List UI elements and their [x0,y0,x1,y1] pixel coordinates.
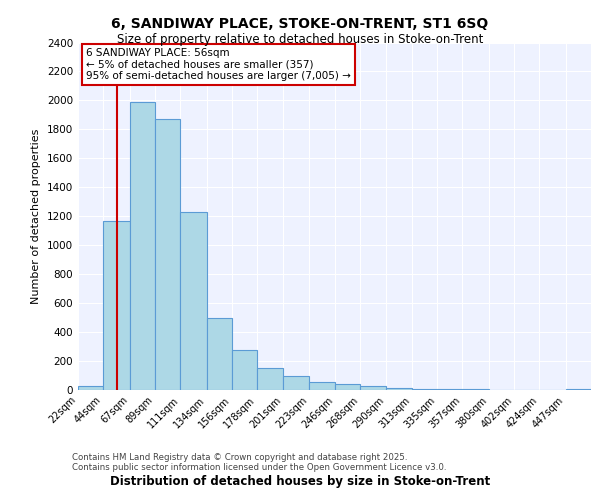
Bar [283,376,308,390]
Bar [232,350,257,390]
Bar [361,386,386,390]
Bar [308,382,335,390]
Text: Contains public sector information licensed under the Open Government Licence v3: Contains public sector information licen… [72,464,446,472]
Text: 6 SANDIWAY PLACE: 56sqm
← 5% of detached houses are smaller (357)
95% of semi-de: 6 SANDIWAY PLACE: 56sqm ← 5% of detached… [86,48,350,81]
Text: 6, SANDIWAY PLACE, STOKE-ON-TRENT, ST1 6SQ: 6, SANDIWAY PLACE, STOKE-ON-TRENT, ST1 6… [112,18,488,32]
Bar [130,102,155,390]
Bar [335,384,361,390]
Text: Contains HM Land Registry data © Crown copyright and database right 2025.: Contains HM Land Registry data © Crown c… [72,454,407,462]
Text: Size of property relative to detached houses in Stoke-on-Trent: Size of property relative to detached ho… [117,32,483,46]
Bar [103,222,130,390]
Bar [180,212,206,390]
Bar [78,386,103,390]
Bar [566,388,591,390]
Y-axis label: Number of detached properties: Number of detached properties [31,128,41,304]
Bar [206,318,232,390]
Bar [257,368,283,390]
Bar [386,388,412,390]
Text: Distribution of detached houses by size in Stoke-on-Trent: Distribution of detached houses by size … [110,474,490,488]
Bar [155,119,180,390]
Bar [412,388,437,390]
